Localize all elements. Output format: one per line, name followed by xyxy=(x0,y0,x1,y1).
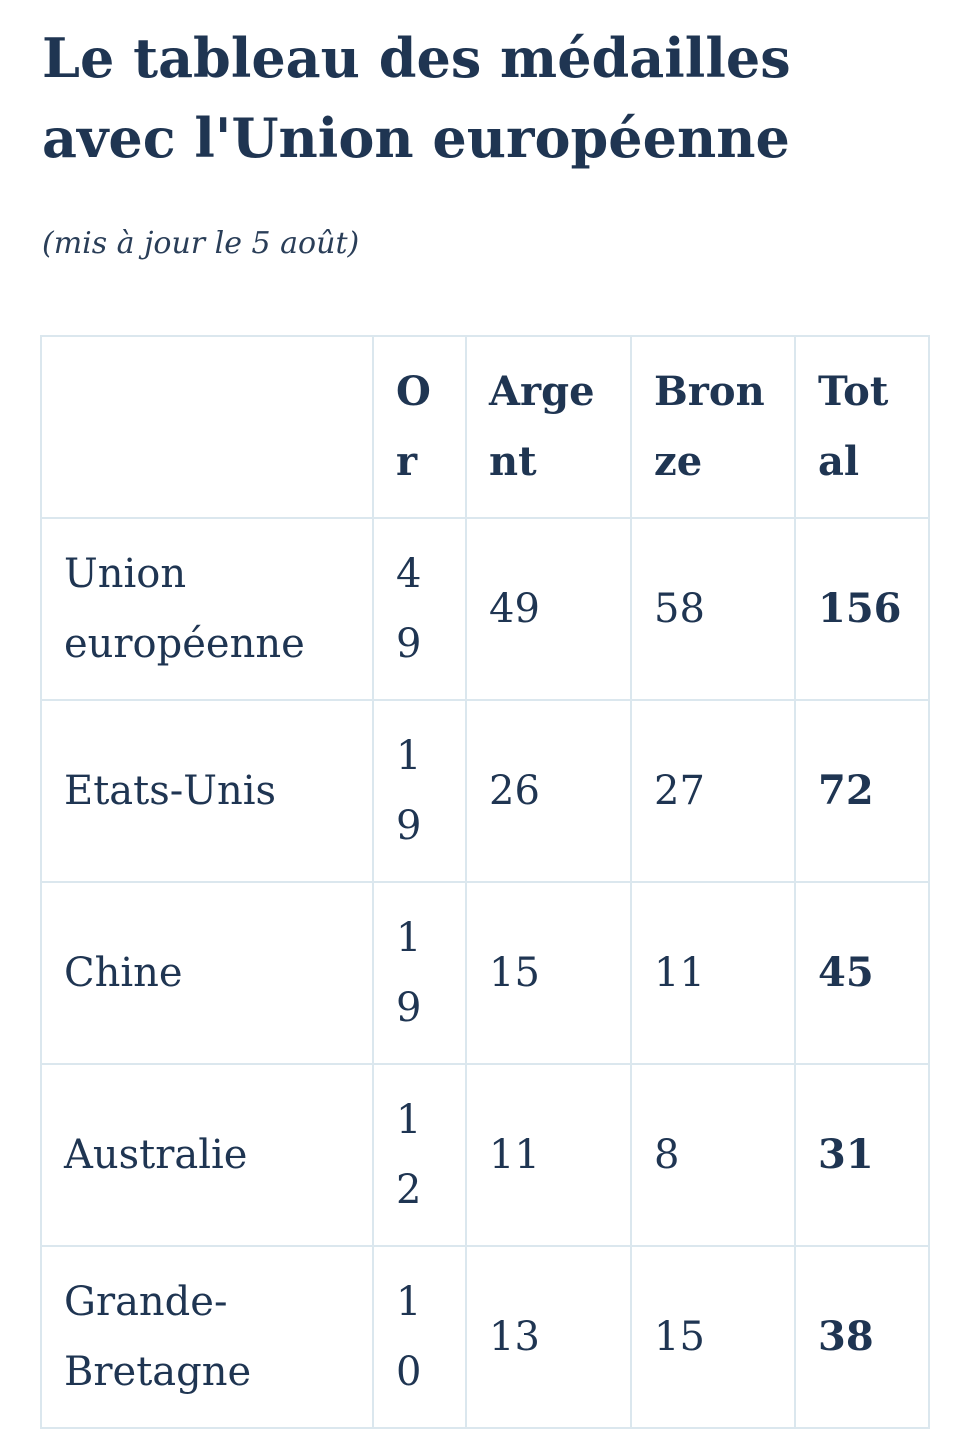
medal-cell: 27 xyxy=(630,699,796,883)
medal-cell: 58 xyxy=(630,517,796,701)
medal-cell: 10 xyxy=(372,1245,467,1429)
medal-cell: 19 xyxy=(372,881,467,1065)
table-row: Union européenne 49 49 58 156 xyxy=(40,517,930,701)
medal-cell: 13 xyxy=(465,1245,632,1429)
header-row: Or Argent Bronze Total xyxy=(40,335,930,519)
country-cell: Australie xyxy=(40,1063,374,1247)
header-cell xyxy=(40,335,374,519)
title: Le tableau des médailles avec l'Union eu… xyxy=(42,26,791,170)
table-row: Grande-Bretagne 10 13 15 38 xyxy=(40,1245,930,1429)
medal-cell: 26 xyxy=(465,699,632,883)
header-cell: Bronze xyxy=(630,335,796,519)
country-cell: Grande-Bretagne xyxy=(40,1245,374,1429)
header-cell: Argent xyxy=(465,335,632,519)
country-cell: Etats-Unis xyxy=(40,699,374,883)
medal-cell: 12 xyxy=(372,1063,467,1247)
medal-cell: 8 xyxy=(630,1063,796,1247)
medal-cell: 19 xyxy=(372,699,467,883)
medal-cell: 45 xyxy=(794,881,930,1065)
medal-cell: 49 xyxy=(372,517,467,701)
medal-cell: 72 xyxy=(794,699,930,883)
medal-cell: 15 xyxy=(465,881,632,1065)
country-cell: Union européenne xyxy=(40,517,374,701)
table-row: Etats-Unis 19 26 27 72 xyxy=(40,699,930,883)
medal-cell: 49 xyxy=(465,517,632,701)
medal-cell: 11 xyxy=(465,1063,632,1247)
header-cell: Or xyxy=(372,335,467,519)
medal-table: Or Argent Bronze Total Union européenne 49 49… xyxy=(40,335,930,1429)
medal-cell: 11 xyxy=(630,881,796,1065)
table-row: Chine 19 15 11 45 xyxy=(40,881,930,1065)
medal-cell: 31 xyxy=(794,1063,930,1247)
table-row: Australie 12 11 8 31 xyxy=(40,1063,930,1247)
medal-cell: 156 xyxy=(794,517,930,701)
subtitle: (mis à jour le 5 août) xyxy=(42,226,360,261)
page: Le tableau des médailles avec l'Union eu… xyxy=(40,26,930,1429)
header-cell: Total xyxy=(794,335,930,519)
country-cell: Chine xyxy=(40,881,374,1065)
medal-cell: 15 xyxy=(630,1245,796,1429)
medal-cell: 38 xyxy=(794,1245,930,1429)
